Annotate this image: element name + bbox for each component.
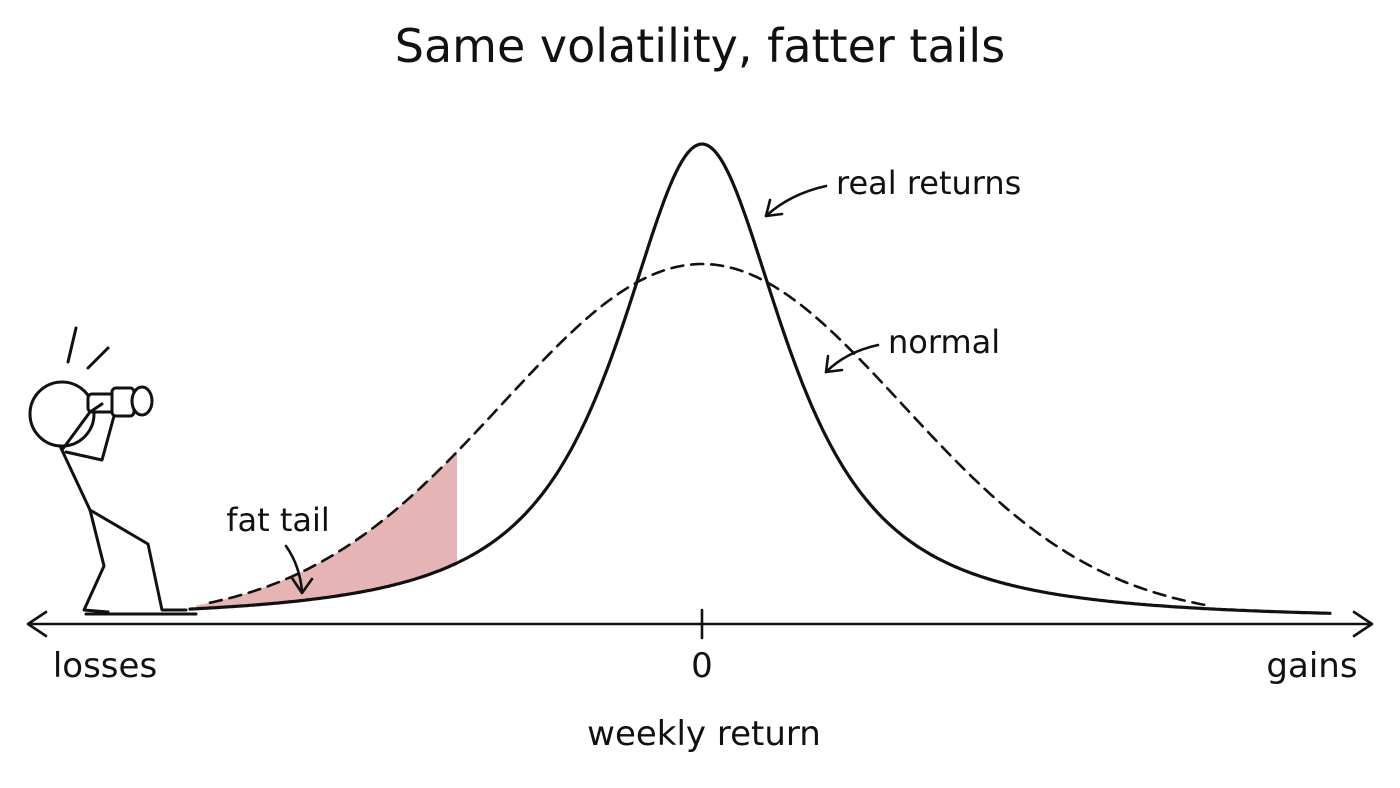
normal-curve — [208, 262, 1211, 607]
normal-arrow-icon — [824, 343, 880, 374]
left-arrowhead-icon — [26, 610, 48, 638]
right-arrowhead-icon — [1352, 610, 1374, 638]
real-returns-arrow-icon — [764, 184, 828, 218]
real-returns-curve — [188, 142, 1332, 615]
losses-label: losses — [53, 646, 157, 686]
stick-figure-with-binoculars-icon — [28, 326, 198, 616]
real-returns-annotation: real returns — [836, 164, 1021, 202]
fat-tail-arrow-icon — [284, 544, 314, 595]
fat-tail-shaded-area — [196, 451, 457, 609]
zero-tick-label: 0 — [691, 646, 713, 686]
fat-tail-annotation: fat tail — [226, 501, 330, 539]
x-axis-title: weekly return — [587, 714, 821, 754]
x-axis — [26, 608, 1374, 640]
normal-annotation: normal — [888, 323, 1000, 361]
page-title: Same volatility, fatter tails — [395, 19, 1005, 73]
gains-label: gains — [1266, 646, 1357, 686]
